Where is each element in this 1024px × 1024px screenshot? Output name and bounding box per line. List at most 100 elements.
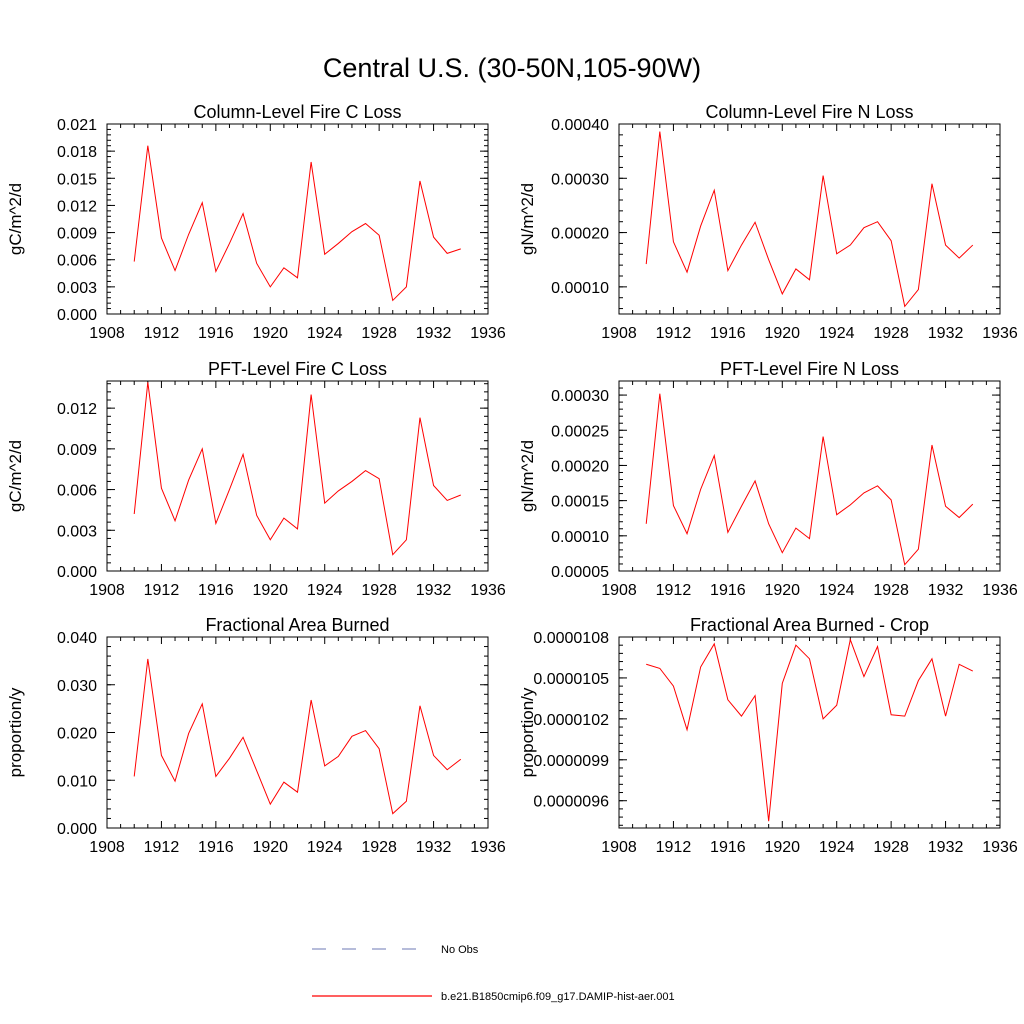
panel-title: Fractional Area Burned	[205, 615, 389, 635]
panel-2: Column-Level Fire N Loss gN/m^2/d 1908 1912…	[518, 102, 1018, 342]
panel-4: PFT-Level Fire N Loss gN/m^2/d 1908 1912 191…	[518, 359, 1018, 599]
x-tick-label: 1924	[307, 325, 343, 342]
y-tick-label: 0.00030	[551, 388, 609, 405]
y-tick-label: 0.006	[57, 253, 97, 270]
y-tick-label: 0.006	[57, 483, 97, 500]
y-tick-label: 0.015	[57, 171, 97, 188]
x-tick-label: 1908	[601, 839, 637, 856]
x-tick-label: 1932	[928, 325, 964, 342]
y-tick-label: 0.00015	[551, 494, 609, 511]
legend-label-model: b.e21.B1850cmip6.f09_g17.DAMIP-hist-aer.…	[441, 991, 675, 1003]
y-tick-label: 0.0000108	[533, 630, 609, 647]
panels: Column-Level Fire C Loss gC/m^2/d 1908 1912…	[6, 102, 1018, 856]
y-tick-label: 0.003	[57, 280, 97, 297]
x-tick-label: 1924	[307, 839, 343, 856]
x-tick-label: 1928	[873, 582, 909, 599]
x-tick-label: 1936	[982, 839, 1018, 856]
legend: No Obs b.e21.B1850cmip6.f09_g17.DAMIP-hi…	[312, 944, 675, 1003]
x-tick-label: 1916	[198, 839, 234, 856]
y-tick-label: 0.0000099	[533, 753, 609, 770]
series-line	[646, 637, 974, 822]
y-tick-label: 0.0000102	[533, 712, 609, 729]
panel-1: Column-Level Fire C Loss gC/m^2/d 1908 1912…	[6, 102, 506, 342]
legend-label-no-obs: No Obs	[441, 944, 479, 956]
x-tick-label: 1908	[89, 582, 125, 599]
x-tick-label: 1924	[307, 582, 343, 599]
y-axis-label: proportion/y	[6, 687, 25, 777]
y-tick-label: 0.00005	[551, 564, 609, 581]
x-tick-label: 1916	[710, 582, 746, 599]
y-tick-label: 0.010	[57, 773, 97, 790]
series-line	[133, 382, 461, 556]
x-tick-label: 1928	[873, 839, 909, 856]
x-tick-label: 1928	[873, 325, 909, 342]
y-tick-label: 0.00010	[551, 280, 609, 297]
x-tick-label: 1924	[819, 582, 855, 599]
y-tick-label: 0.00020	[551, 226, 609, 243]
x-tick-label: 1928	[361, 582, 397, 599]
x-tick-label: 1936	[470, 582, 506, 599]
y-tick-label: 0.000	[57, 564, 97, 581]
panel-title: Column-Level Fire N Loss	[705, 102, 913, 122]
y-tick-label: 0.020	[57, 726, 97, 743]
y-tick-label: 0.000	[57, 821, 97, 838]
x-tick-label: 1916	[710, 325, 746, 342]
x-tick-label: 1936	[470, 325, 506, 342]
x-tick-label: 1908	[89, 325, 125, 342]
x-tick-label: 1916	[710, 839, 746, 856]
y-tick-label: 0.0000105	[533, 671, 609, 688]
panel-title: PFT-Level Fire N Loss	[720, 359, 899, 379]
x-tick-label: 1932	[416, 325, 452, 342]
series-line	[133, 145, 461, 302]
y-tick-label: 0.00025	[551, 423, 609, 440]
y-tick-label: 0.003	[57, 523, 97, 540]
x-tick-label: 1912	[144, 582, 180, 599]
y-tick-label: 0.021	[57, 117, 97, 134]
x-tick-label: 1932	[416, 582, 452, 599]
y-tick-label: 0.012	[57, 198, 97, 215]
y-tick-label: 0.00010	[551, 529, 609, 546]
y-tick-label: 0.000	[57, 307, 97, 324]
x-tick-label: 1920	[764, 582, 800, 599]
panel-title: Column-Level Fire C Loss	[193, 102, 401, 122]
series-line	[645, 131, 974, 308]
y-axis-label: gC/m^2/d	[6, 440, 25, 512]
x-tick-label: 1912	[144, 325, 180, 342]
x-tick-label: 1924	[819, 325, 855, 342]
x-tick-label: 1932	[928, 839, 964, 856]
x-tick-label: 1920	[252, 325, 288, 342]
y-axis-label: gC/m^2/d	[6, 183, 25, 255]
y-tick-label: 0.018	[57, 144, 97, 161]
y-tick-label: 0.00040	[551, 117, 609, 134]
figure-title: Central U.S. (30-50N,105-90W)	[323, 53, 701, 83]
x-tick-label: 1924	[819, 839, 855, 856]
series-line	[133, 658, 462, 815]
x-tick-label: 1936	[982, 582, 1018, 599]
x-tick-label: 1912	[656, 839, 692, 856]
y-axis-label: proportion/y	[518, 687, 537, 777]
x-tick-label: 1936	[470, 839, 506, 856]
x-tick-label: 1912	[144, 839, 180, 856]
panel-3: PFT-Level Fire C Loss gC/m^2/d 1908 1912 191…	[6, 359, 506, 599]
x-tick-label: 1908	[601, 325, 637, 342]
x-tick-label: 1920	[252, 582, 288, 599]
x-tick-label: 1928	[361, 839, 397, 856]
x-tick-label: 1936	[982, 325, 1018, 342]
x-tick-label: 1932	[416, 839, 452, 856]
panel-6: Fractional Area Burned - Crop proportion/…	[518, 615, 1018, 856]
x-tick-label: 1908	[601, 582, 637, 599]
panel-5: Fractional Area Burned proportion/y 1908 19…	[6, 615, 506, 856]
y-tick-label: 0.0000096	[533, 794, 609, 811]
y-tick-label: 0.012	[57, 401, 97, 418]
x-tick-label: 1928	[361, 325, 397, 342]
x-tick-label: 1916	[198, 582, 234, 599]
y-axis-label: gN/m^2/d	[518, 183, 537, 255]
x-tick-label: 1916	[198, 325, 234, 342]
panel-title: Fractional Area Burned - Crop	[690, 615, 929, 635]
series-line	[645, 393, 974, 566]
y-tick-label: 0.00020	[551, 458, 609, 475]
x-tick-label: 1912	[656, 325, 692, 342]
x-tick-label: 1908	[89, 839, 125, 856]
x-tick-label: 1920	[764, 839, 800, 856]
